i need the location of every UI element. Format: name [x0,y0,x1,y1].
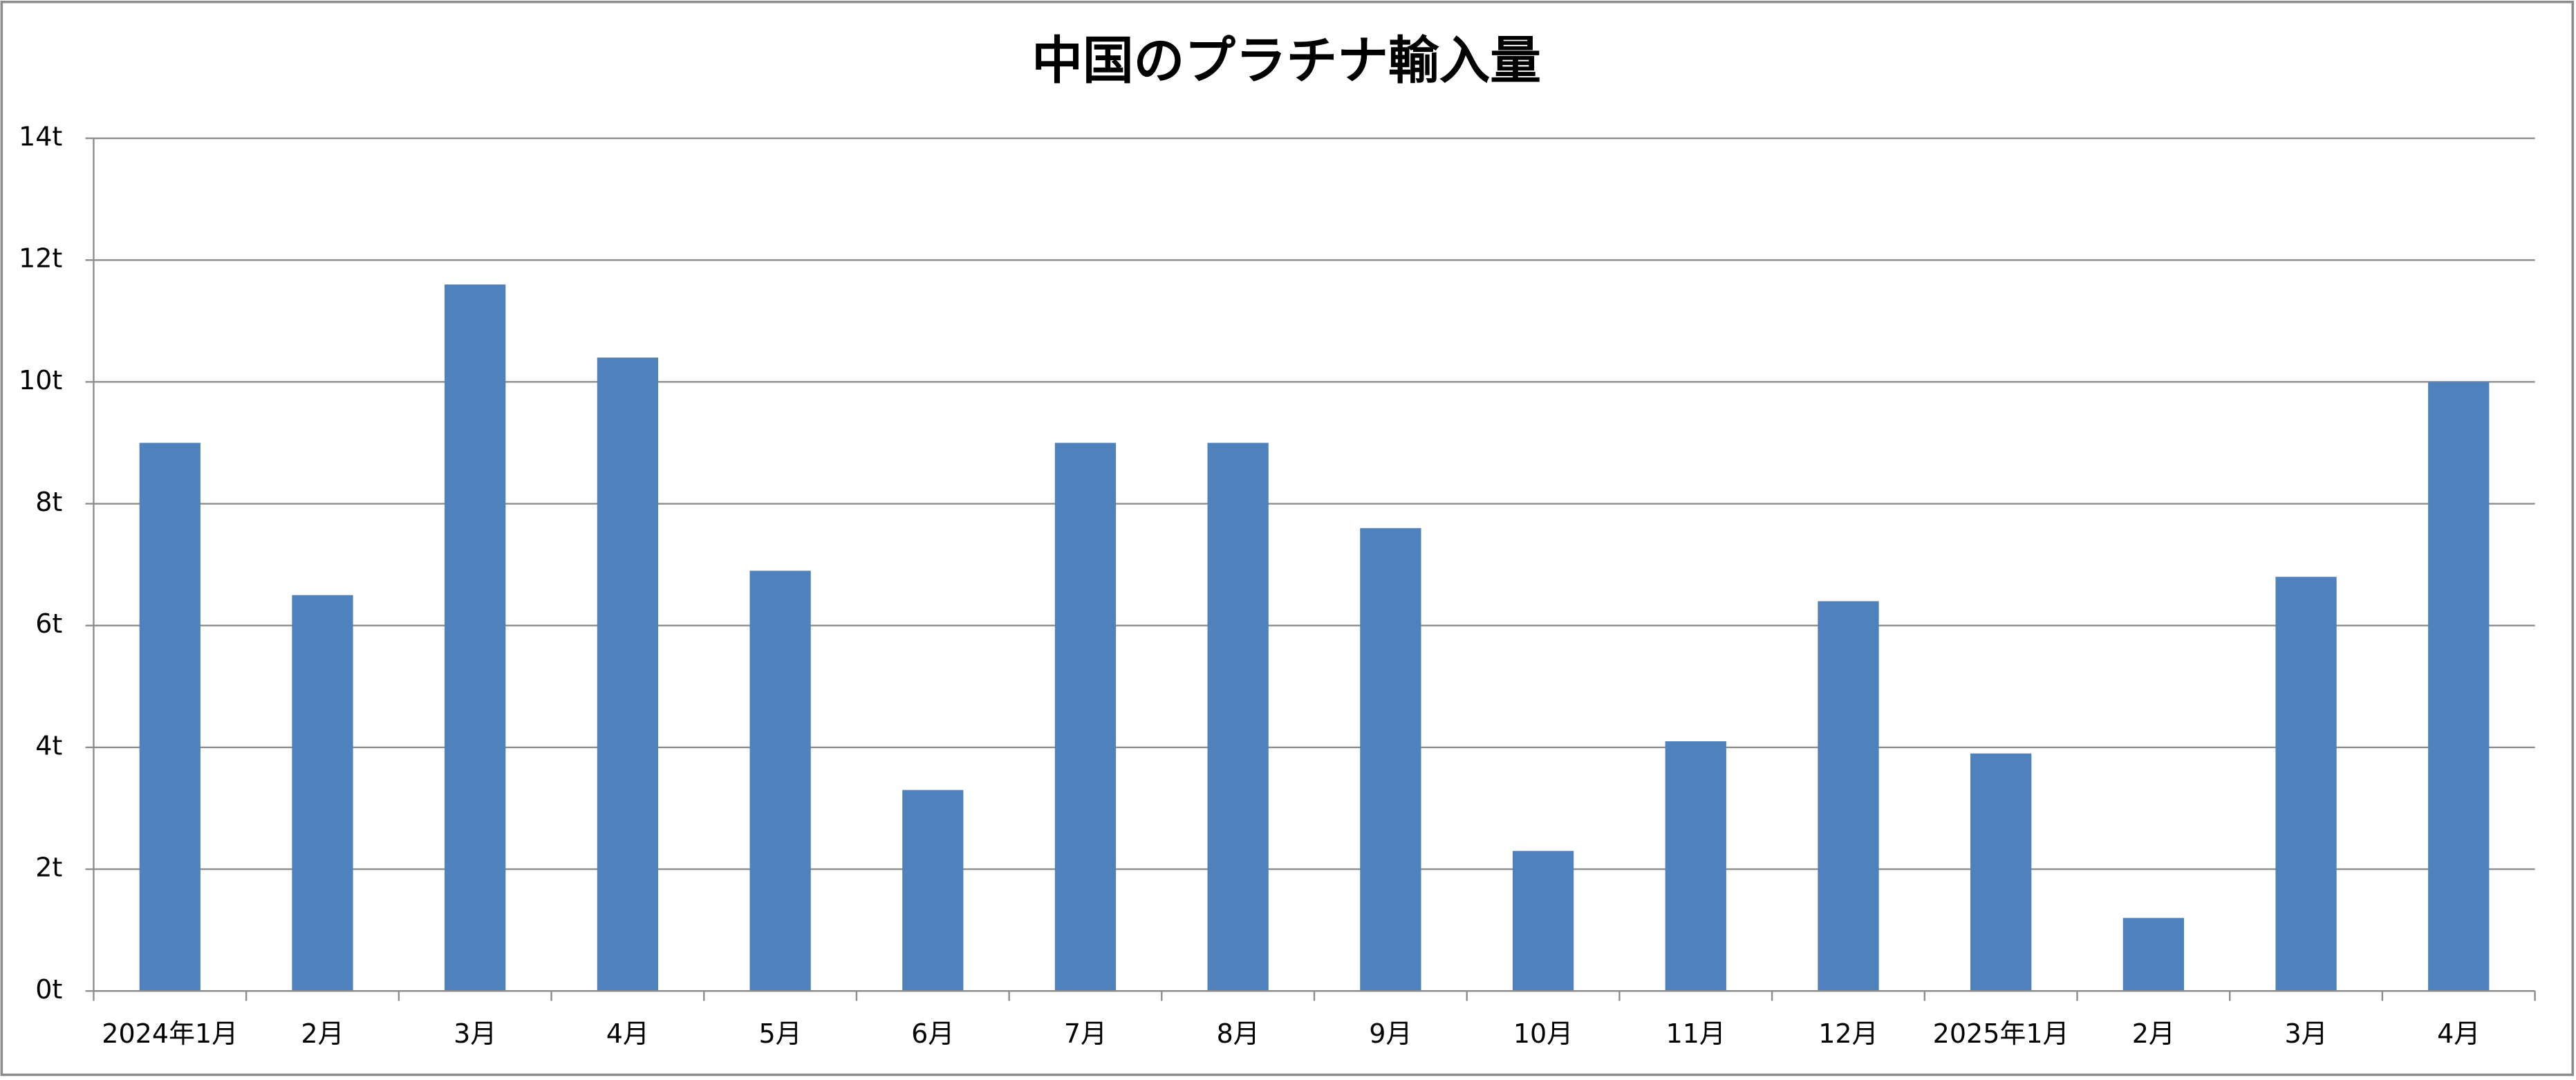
x-tick-label: 3月 [454,1018,496,1049]
bar [1665,741,1726,991]
y-tick-label: 8t [35,487,62,517]
bar [597,357,659,991]
x-tick-label: 2月 [301,1018,344,1049]
y-tick-label: 4t [35,730,62,761]
x-tick-label: 9月 [1369,1018,1412,1049]
x-tick-label: 2024年1月 [102,1018,238,1049]
bar [902,790,964,991]
bar [2122,918,2184,991]
x-tick-label: 4月 [2437,1018,2480,1049]
bar [1360,528,1421,991]
bar [1207,443,1269,991]
x-tick-label: 7月 [1064,1018,1107,1049]
bar [139,443,200,991]
x-tick-label: 2月 [2132,1018,2175,1049]
x-tick-label: 2025年1月 [1933,1018,2069,1049]
x-tick-label: 10月 [1513,1018,1573,1049]
chart-title: 中国のプラチナ輸入量 [1032,32,1541,91]
bar [749,570,811,991]
bar [1970,753,2032,991]
x-tick-label: 6月 [911,1018,954,1049]
y-tick-label: 6t [35,608,62,639]
x-tick-label: 4月 [606,1018,649,1049]
x-tick-label: 3月 [2284,1018,2327,1049]
bar [445,284,506,991]
bar [2428,382,2490,991]
bar [2275,577,2337,991]
bar [1818,601,1879,991]
x-tick-label: 12月 [1818,1018,1878,1049]
bar [1054,443,1117,991]
y-tick-label: 14t [19,122,62,152]
y-tick-label: 12t [19,243,62,274]
bar [292,595,353,991]
x-tick-label: 5月 [758,1018,801,1049]
x-tick-label: 8月 [1217,1018,1260,1049]
bar [1512,850,1574,991]
y-tick-label: 2t [35,853,62,883]
y-tick-label: 0t [35,974,62,1005]
y-tick-label: 10t [19,365,62,395]
x-tick-label: 11月 [1666,1018,1726,1049]
